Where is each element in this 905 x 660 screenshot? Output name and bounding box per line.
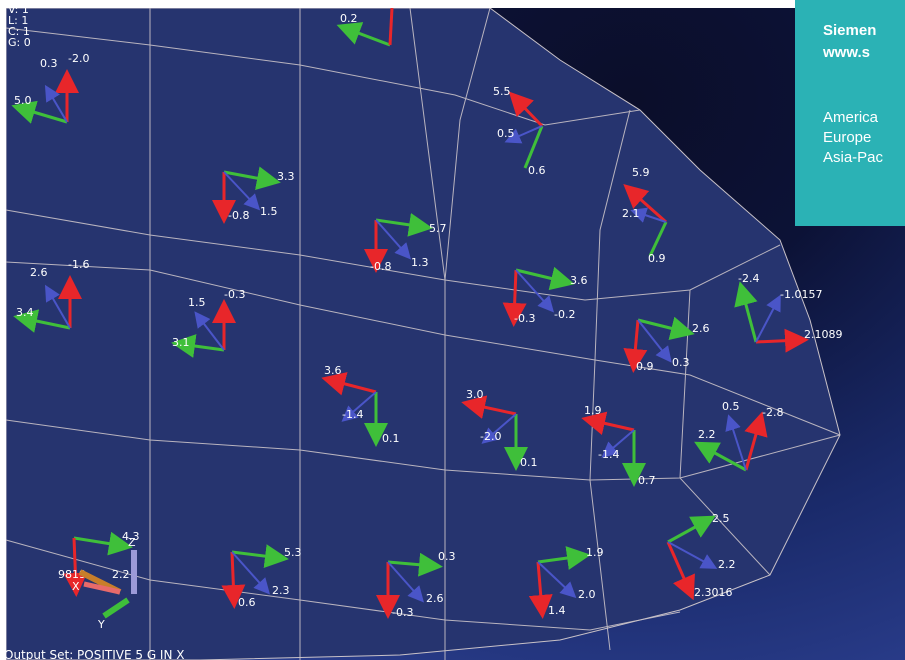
vector-triad[interactable]: 1.9 1.4 2.0 [528, 546, 604, 619]
vector-triad[interactable]: 5.5 0.5 0.6 [493, 85, 546, 177]
vector-label: 2.2 [112, 568, 130, 581]
vector-triad[interactable]: 3.6 -1.4 0.1 [321, 364, 400, 447]
triad-z-label: Z [128, 536, 136, 549]
vector-label: 2.6 [692, 322, 710, 335]
vector-triad[interactable]: 0.2 [336, 7, 394, 47]
vector-label: -2.4 [738, 272, 759, 285]
vector-triad[interactable]: 5.3 0.6 2.3 [221, 544, 302, 609]
region-asia: Asia-Pac [823, 149, 884, 166]
triad-y-label: Y [97, 618, 105, 631]
vector-label: 4.3 [122, 530, 140, 543]
vector-label: 2.0 [578, 588, 596, 601]
vector-triad[interactable]: 0.5 -2.8 2.2 [694, 400, 783, 472]
vector-label: -1.6 [68, 258, 89, 271]
vector-triad[interactable]: 2.6 -1.6 3.4 [13, 258, 89, 333]
vector-label: 1.5 [188, 296, 206, 309]
vector-label: 5.7 [429, 222, 447, 235]
hud-line-l: L: 1 [8, 14, 29, 27]
triad-x-label: X [72, 580, 80, 593]
vector-triad[interactable]: 3.6 -0.3 -0.2 [502, 266, 588, 327]
vector-label: 2.2 [718, 558, 736, 571]
brand-website: www.s [823, 44, 870, 61]
region-europe: Europe [823, 129, 872, 146]
vector-label: -2.8 [762, 406, 783, 419]
vector-label: 5.3 [284, 546, 302, 559]
vector-label: 1.4 [548, 604, 566, 617]
vector-label: 2.5 [712, 512, 730, 525]
vector-label: 2.1089 [804, 328, 843, 341]
vector-label: 0.6 [238, 596, 256, 609]
vector-triad[interactable]: 2.6 0.9 0.3 [623, 316, 710, 373]
left-border [0, 0, 6, 660]
vector-label: -0.3 [224, 288, 245, 301]
vector-label: 5.9 [632, 166, 650, 179]
vector-triad[interactable]: 2.5 2.2 2.3016 [666, 512, 736, 601]
vector-label: 0.3 [672, 356, 690, 369]
vector-label: 3.6 [324, 364, 342, 377]
hud-line-c: C: 1 [8, 25, 30, 38]
vector-label: -0.8 [228, 209, 249, 222]
vector-label: 3.4 [16, 306, 34, 319]
hud-line-v: V: 1 [8, 3, 29, 16]
vector-label: 0.1 [382, 432, 400, 445]
vector-triad[interactable]: 5.7 -0.8 1.3 [364, 212, 447, 273]
vector-label: 5.0 [14, 94, 32, 107]
vector-label: 2.3 [272, 584, 290, 597]
top-border [0, 0, 905, 8]
vector-label: -1.4 [342, 408, 363, 421]
region-america: America [823, 109, 879, 126]
vector-label: 1.9 [586, 546, 604, 559]
vector-label: 2.1 [622, 207, 640, 220]
vector-label: 2.6 [30, 266, 48, 279]
vector-triad[interactable]: 3.0 -2.0 0.1 [461, 388, 538, 471]
vector-label: 3.1 [172, 336, 190, 349]
vector-triad[interactable]: 1.9 -1.4 0.7 [581, 404, 656, 487]
vector-label: -1.0157 [780, 288, 822, 301]
vector-label: -0.3 [392, 606, 413, 619]
vector-triad[interactable]: 0.3 -0.3 2.6 [376, 550, 456, 619]
brand-overlay: Siemen www.s America Europe Asia-Pac [795, 0, 905, 226]
vector-label: -0.8 [370, 260, 391, 273]
vector-label: 3.6 [570, 274, 588, 287]
vector-label: 0.2 [340, 12, 358, 25]
vector-triad[interactable]: 1.5 -0.3 3.1 [171, 288, 245, 358]
vector-label: 3.3 [277, 170, 295, 183]
brand-company: Siemen [823, 22, 877, 39]
vector-triad[interactable]: -2.4 -1.0157 2.1089 [734, 272, 843, 353]
vector-label: 0.6 [528, 164, 546, 177]
view-hud: V: 1 L: 1 C: 1 G: 0 [8, 4, 31, 48]
vector-triad[interactable]: 3.3 -0.8 1.5 [212, 166, 295, 224]
vector-label: -1.4 [598, 448, 619, 461]
vector-label: 0.5 [722, 400, 740, 413]
vector-label: -0.3 [514, 312, 535, 325]
vector-label: 0.9 [636, 360, 654, 373]
vector-label: 0.5 [497, 127, 515, 140]
vector-label: 1.5 [260, 205, 278, 218]
output-set-label: Output Set: POSITIVE 5 G IN X [4, 648, 185, 660]
vector-triad[interactable]: 5.9 2.1 0.9 [622, 166, 668, 265]
mesh-grid [5, 7, 841, 660]
vector-label: -2.0 [68, 52, 89, 65]
vector-label: 0.1 [520, 456, 538, 469]
vector-label: 0.3 [40, 57, 58, 70]
vector-label: 0.9 [648, 252, 666, 265]
vector-label: 2.6 [426, 592, 444, 605]
vector-label: 3.0 [466, 388, 484, 401]
vector-label: 1.9 [584, 404, 602, 417]
vector-label: 0.3 [438, 550, 456, 563]
vector-label: 1.3 [411, 256, 429, 269]
hud-line-g: G: 0 [8, 36, 31, 49]
vector-label: 9819 [58, 568, 86, 581]
vector-label: 2.3016 [694, 586, 733, 599]
vector-triad[interactable]: 0.3 -2.0 5.0 [11, 52, 89, 124]
vector-label: 0.7 [638, 474, 656, 487]
vector-triad[interactable]: 4.3 2.2 9819 [58, 530, 140, 597]
vector-label: 2.2 [698, 428, 716, 441]
vector-label: -2.0 [480, 430, 501, 443]
vector-label: -0.2 [554, 308, 575, 321]
vector-label: 5.5 [493, 85, 511, 98]
coordinate-triad: Z X Y [72, 536, 137, 631]
